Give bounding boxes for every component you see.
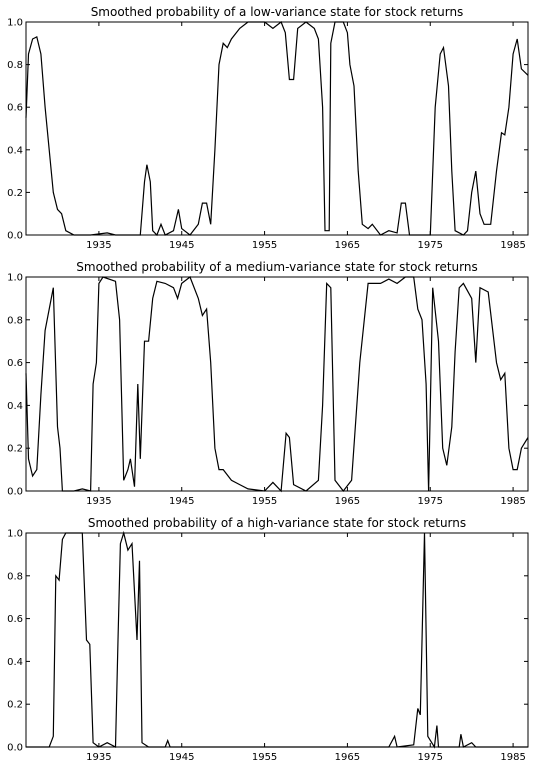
y-tick-label: 0.8 (7, 571, 23, 582)
x-tick-label: 1935 (86, 496, 111, 507)
y-tick-label: 0.6 (7, 358, 23, 369)
data-line (25, 21, 529, 237)
plot-frame (25, 532, 529, 748)
y-tick-label: 0.4 (7, 145, 23, 156)
x-tick-label: 1985 (500, 240, 525, 251)
x-tick-label: 1985 (500, 752, 525, 763)
plot-frame (25, 21, 529, 236)
x-tick-label: 1985 (500, 496, 525, 507)
x-tick-label: 1965 (335, 496, 360, 507)
x-tick-label: 1945 (169, 496, 194, 507)
y-tick-label: 0.6 (7, 614, 23, 625)
plot-frame (25, 276, 529, 492)
y-tick-label: 0.6 (7, 103, 23, 114)
y-tick-label: 0.8 (7, 315, 23, 326)
y-tick-label: 1.0 (7, 273, 23, 284)
x-tick-label: 1975 (418, 240, 443, 251)
x-tick-label: 1945 (169, 752, 194, 763)
y-tick-label: 0.4 (7, 401, 23, 412)
x-tick-label: 1945 (169, 240, 194, 251)
y-tick-label: 0.4 (7, 657, 23, 668)
y-tick-label: 0.2 (7, 444, 23, 455)
y-tick-label: 0.0 (7, 743, 23, 754)
y-tick-label: 1.0 (7, 529, 23, 540)
x-tick-label: 1935 (86, 240, 111, 251)
chart-title: Smoothed probability of a high-variance … (88, 516, 466, 530)
x-tick-label: 1965 (335, 752, 360, 763)
chart-title: Smoothed probability of a low-variance s… (91, 5, 464, 19)
y-tick-label: 0.0 (7, 487, 23, 498)
x-tick-label: 1955 (252, 752, 277, 763)
y-tick-label: 0.2 (7, 188, 23, 199)
data-line (26, 530, 528, 749)
x-tick-label: 1975 (418, 752, 443, 763)
y-tick-label: 0.2 (7, 700, 23, 711)
x-tick-label: 1965 (335, 240, 360, 251)
y-tick-label: 0.8 (7, 60, 23, 71)
x-tick-label: 1955 (252, 496, 277, 507)
y-tick-label: 1.0 (7, 18, 23, 29)
x-tick-label: 1955 (252, 240, 277, 251)
chart-title: Smoothed probability of a medium-varianc… (76, 260, 477, 274)
y-tick-label: 0.0 (7, 231, 23, 242)
x-tick-label: 1935 (86, 752, 111, 763)
x-tick-label: 1975 (418, 496, 443, 507)
data-line (25, 276, 529, 493)
